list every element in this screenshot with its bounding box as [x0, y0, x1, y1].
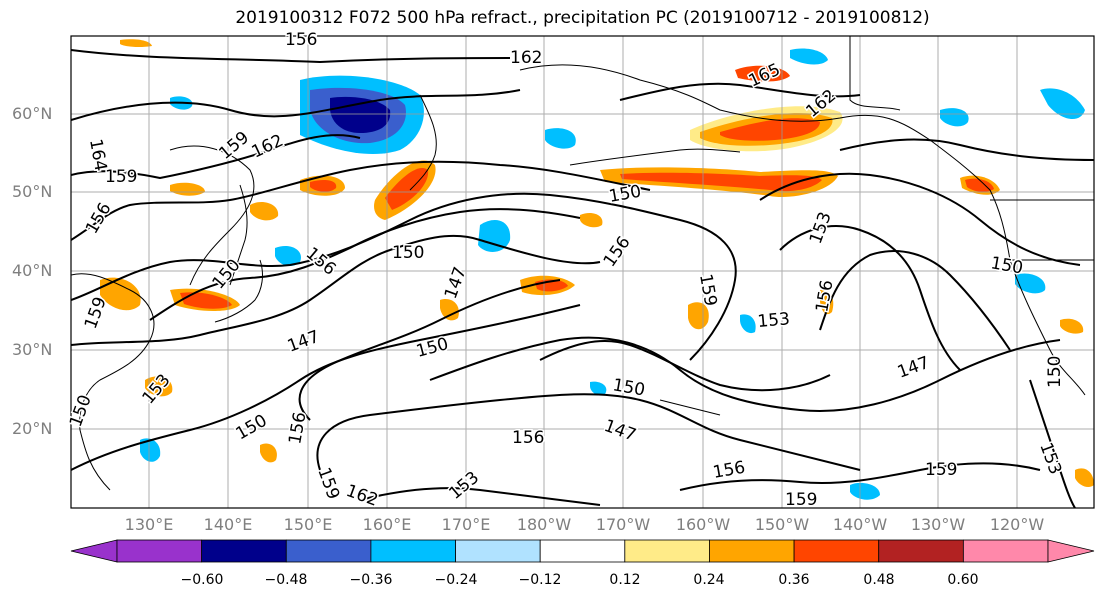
lon-label: 130°E: [124, 515, 174, 534]
colorbar-tick-label: −0.24: [434, 572, 478, 588]
lat-label: 60°N: [12, 104, 53, 123]
lon-label: 180°W: [516, 515, 572, 534]
colorbar-tick-label: 0.12: [609, 572, 641, 588]
colorbar-tick-label: −0.12: [518, 572, 562, 588]
contour-label: 162: [510, 48, 542, 68]
contour-label: 156: [512, 428, 544, 448]
lat-label: 50°N: [12, 182, 53, 201]
colorbar-tick-label: 0.60: [947, 572, 979, 588]
contour-label: 159: [925, 460, 957, 480]
lat-label: 20°N: [12, 419, 53, 438]
lon-label: 150°W: [754, 515, 810, 534]
lon-label: 160°W: [675, 515, 731, 534]
contour-label: 156: [285, 30, 317, 50]
lon-label: 170°W: [595, 515, 651, 534]
colorbar-tick-label: 0.48: [863, 572, 895, 588]
lat-label: 40°N: [12, 261, 53, 280]
colorbar-swatch: [201, 539, 287, 563]
colorbar-swatch: [285, 539, 372, 563]
coastlines: [71, 36, 1094, 491]
colorbar: [70, 539, 1095, 563]
colorbar-swatch: [116, 539, 203, 563]
colorbar-tick-label: 0.24: [693, 572, 725, 588]
refractivity-contours: [71, 49, 1094, 508]
graticule: [71, 36, 1094, 508]
map-title: 2019100312 F072 500 hPa refract., precip…: [235, 8, 930, 28]
contour-label: 159: [785, 490, 817, 510]
lon-label: 140°W: [832, 515, 888, 534]
lon-label: 130°W: [910, 515, 966, 534]
colorbar-tick-label: −0.36: [349, 572, 393, 588]
contour-label: 153: [757, 309, 791, 332]
colorbar-swatch: [709, 539, 795, 563]
lon-label: 170°E: [441, 515, 491, 534]
lon-label: 140°E: [203, 515, 253, 534]
contour-label: 159: [105, 167, 137, 187]
lat-label: 30°N: [12, 340, 53, 359]
map-frame: [70, 35, 1095, 509]
colorbar-arrow-left: [70, 539, 118, 563]
colorbar-tick-label: −0.48: [264, 572, 308, 588]
contour-label: 150: [392, 243, 424, 263]
contour-label: 150: [1045, 356, 1065, 388]
colorbar-swatch: [455, 539, 541, 563]
colorbar-swatch: [624, 539, 710, 563]
colorbar-arrow-right: [1047, 539, 1095, 563]
colorbar-tick-label: 0.36: [778, 572, 810, 588]
colorbar-swatch: [370, 539, 456, 563]
colorbar-swatch: [793, 539, 880, 563]
colorbar-swatch: [962, 539, 1049, 563]
lon-label: 160°E: [362, 515, 412, 534]
colorbar-swatch: [539, 539, 626, 563]
lon-label: 120°W: [989, 515, 1045, 534]
colorbar-tick-label: −0.60: [180, 572, 224, 588]
shaded-anomaly-areas: [100, 39, 1094, 500]
lon-label: 150°E: [283, 515, 333, 534]
colorbar-swatch: [878, 539, 964, 563]
